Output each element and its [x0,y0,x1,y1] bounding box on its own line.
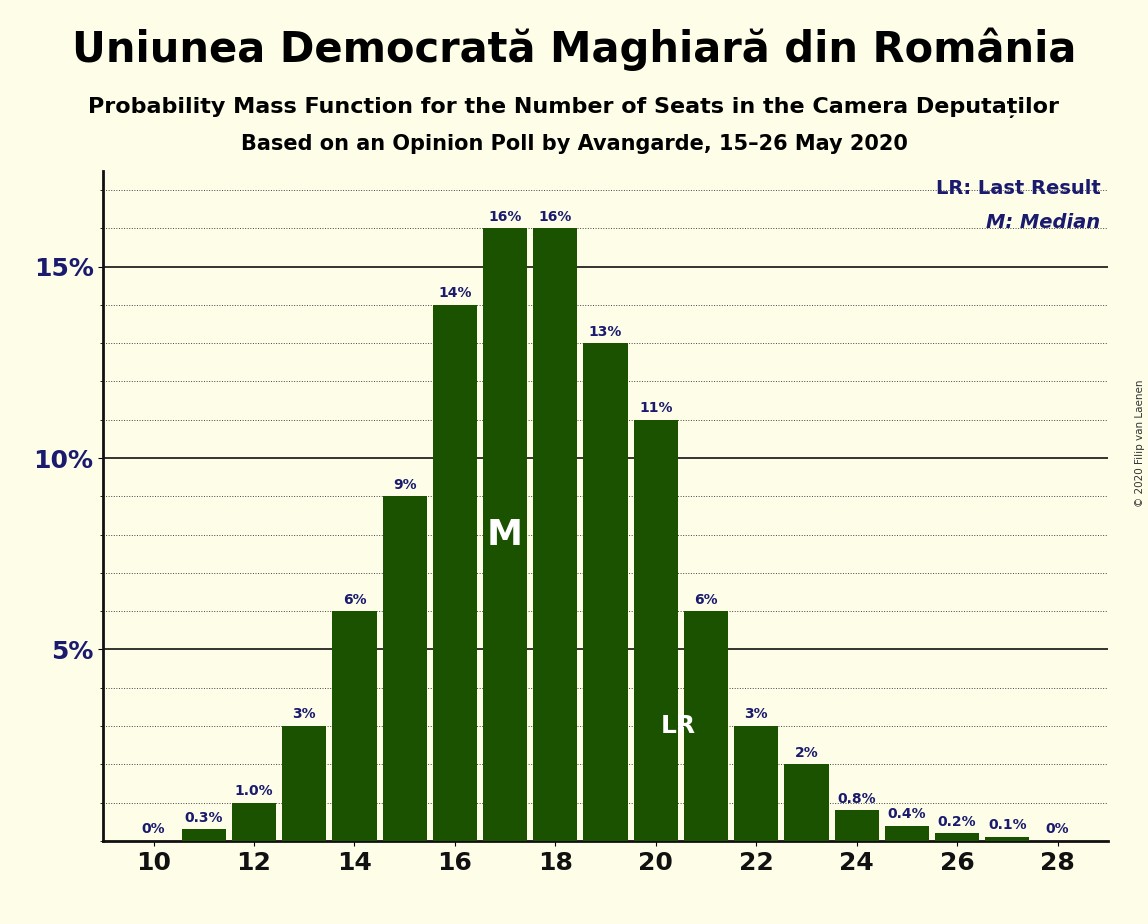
Text: 9%: 9% [393,478,417,492]
Bar [885,825,929,841]
Text: M: M [487,517,523,552]
Text: 3%: 3% [744,708,768,722]
Text: 0.8%: 0.8% [837,792,876,806]
Bar [784,764,829,841]
Text: 1.0%: 1.0% [234,784,273,798]
Text: 6%: 6% [695,592,718,606]
Text: 0%: 0% [141,822,165,836]
Bar [985,837,1030,841]
Bar [533,228,577,841]
Text: 16%: 16% [538,210,572,224]
Bar [181,830,226,841]
Text: 0.2%: 0.2% [938,815,977,829]
Text: LR: LR [661,714,696,738]
Bar [684,611,728,841]
Bar [433,305,476,841]
Bar [483,228,527,841]
Text: Based on an Opinion Poll by Avangarde, 15–26 May 2020: Based on an Opinion Poll by Avangarde, 1… [241,134,907,154]
Text: Probability Mass Function for the Number of Seats in the Camera Deputaților: Probability Mass Function for the Number… [88,97,1060,118]
Text: 11%: 11% [639,401,673,415]
Bar [734,726,778,841]
Text: LR: Last Result: LR: Last Result [936,178,1100,198]
Text: © 2020 Filip van Laenen: © 2020 Filip van Laenen [1135,380,1145,507]
Bar [634,419,677,841]
Bar [332,611,377,841]
Bar [583,343,628,841]
Text: 0.1%: 0.1% [988,819,1026,833]
Text: Uniunea Democrată Maghiară din România: Uniunea Democrată Maghiară din România [72,28,1076,71]
Text: 16%: 16% [488,210,522,224]
Text: 2%: 2% [794,746,819,760]
Text: 3%: 3% [293,708,316,722]
Text: M: Median: M: Median [986,213,1100,232]
Bar [232,803,276,841]
Text: 6%: 6% [342,592,366,606]
Bar [835,810,878,841]
Bar [382,496,427,841]
Text: 0.4%: 0.4% [887,807,926,821]
Bar [934,833,979,841]
Text: 0.3%: 0.3% [185,810,223,825]
Bar [282,726,326,841]
Text: 13%: 13% [589,324,622,338]
Text: 14%: 14% [439,286,472,300]
Text: 0%: 0% [1046,822,1070,836]
